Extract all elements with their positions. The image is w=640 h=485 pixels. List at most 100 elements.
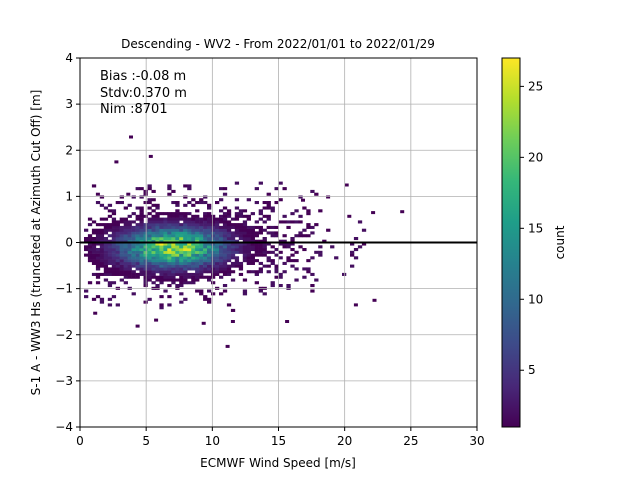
histogram-cell	[187, 237, 192, 241]
histogram-cell	[203, 295, 208, 299]
histogram-cell	[147, 270, 152, 274]
histogram-cell	[242, 245, 248, 249]
histogram-cell	[111, 261, 117, 265]
histogram-cell	[282, 239, 287, 243]
histogram-cell	[127, 270, 132, 274]
histogram-cell	[187, 253, 192, 257]
histogram-cell	[187, 212, 192, 216]
histogram-cell	[250, 237, 255, 241]
histogram-cell	[175, 231, 180, 235]
histogram-cell	[302, 275, 307, 279]
histogram-cell	[167, 217, 172, 221]
histogram-cell	[115, 256, 120, 260]
histogram-cell	[226, 225, 232, 229]
histogram-cell	[195, 234, 200, 238]
histogram-cell	[310, 231, 315, 235]
y-tick-label: 0	[65, 236, 73, 250]
histogram-cell	[195, 223, 200, 227]
histogram-cell	[179, 272, 184, 276]
histogram-cell	[167, 192, 172, 196]
histogram-cell	[262, 206, 267, 210]
histogram-cell	[163, 264, 168, 268]
histogram-cell	[203, 261, 208, 265]
histogram-cell	[139, 272, 144, 276]
histogram-cell	[127, 231, 132, 235]
histogram-cell	[135, 272, 140, 276]
histogram-cell	[274, 187, 279, 191]
histogram-cell	[175, 239, 180, 243]
histogram-cell	[99, 242, 105, 246]
histogram-cell	[234, 256, 240, 260]
y-tick-label: −4	[55, 420, 73, 434]
histogram-cell	[147, 206, 152, 210]
chart-title: Descending - WV2 - From 2022/01/01 to 20…	[121, 37, 435, 51]
histogram-cell	[211, 245, 216, 249]
histogram-cell	[171, 228, 176, 232]
histogram-cell	[250, 228, 255, 232]
histogram-cell	[115, 248, 120, 252]
histogram-cell	[226, 250, 232, 254]
histogram-cell	[95, 275, 101, 279]
histogram-cell	[187, 248, 192, 252]
histogram-cell	[278, 275, 283, 279]
x-tick-label: 15	[271, 434, 286, 448]
histogram-cell	[262, 242, 267, 246]
histogram-cell	[278, 181, 283, 185]
histogram-cell	[290, 264, 295, 268]
histogram-cell	[219, 245, 224, 249]
histogram-cell	[266, 201, 271, 205]
histogram-cell	[127, 220, 132, 224]
histogram-cell	[147, 250, 152, 254]
histogram-cell	[163, 270, 168, 274]
y-tick-label: −1	[55, 282, 73, 296]
histogram-cell	[119, 267, 124, 271]
histogram-cell	[266, 259, 271, 263]
histogram-cell	[159, 281, 164, 285]
histogram-cell	[207, 234, 212, 238]
histogram-cell	[207, 248, 212, 252]
histogram-cell	[306, 223, 311, 227]
histogram-cell	[246, 234, 251, 238]
histogram-cell	[151, 267, 156, 271]
histogram-cell	[270, 231, 275, 235]
histogram-cell	[242, 289, 248, 293]
histogram-cell	[195, 239, 200, 243]
histogram-cell	[187, 264, 192, 268]
histogram-cell	[123, 245, 128, 249]
histogram-cell	[230, 223, 236, 227]
histogram-cell	[84, 245, 89, 249]
histogram-cell	[258, 250, 263, 254]
histogram-cell	[151, 217, 156, 221]
histogram-cell	[99, 203, 105, 207]
histogram-cell	[143, 239, 148, 243]
histogram-cell	[215, 225, 220, 229]
histogram-cell	[183, 223, 188, 227]
histogram-cell	[318, 245, 323, 249]
histogram-cell	[119, 242, 124, 246]
histogram-cell	[155, 206, 160, 210]
stat-stdv: Stdv:0.370 m	[100, 86, 187, 101]
histogram-cell	[234, 250, 240, 254]
histogram-cell	[139, 253, 144, 257]
histogram-cell	[119, 264, 124, 268]
histogram-cell	[167, 245, 172, 249]
histogram-cell	[147, 245, 152, 249]
histogram-cell	[230, 248, 236, 252]
histogram-cell	[135, 225, 140, 229]
x-tick-label: 30	[469, 434, 484, 448]
histogram-cell	[107, 259, 113, 263]
histogram-cell	[230, 234, 236, 238]
histogram-cell	[167, 267, 172, 271]
histogram-cell	[278, 198, 283, 202]
histogram-cell	[139, 234, 144, 238]
histogram-cell	[99, 261, 105, 265]
histogram-cell	[226, 270, 232, 274]
histogram-cell	[91, 261, 97, 265]
histogram-cell	[222, 217, 228, 221]
histogram-cell	[167, 275, 172, 279]
histogram-cell	[222, 237, 228, 241]
histogram-cell	[226, 248, 232, 252]
histogram-cell	[115, 201, 120, 205]
histogram-cell	[226, 223, 232, 227]
histogram-cell	[159, 295, 164, 299]
